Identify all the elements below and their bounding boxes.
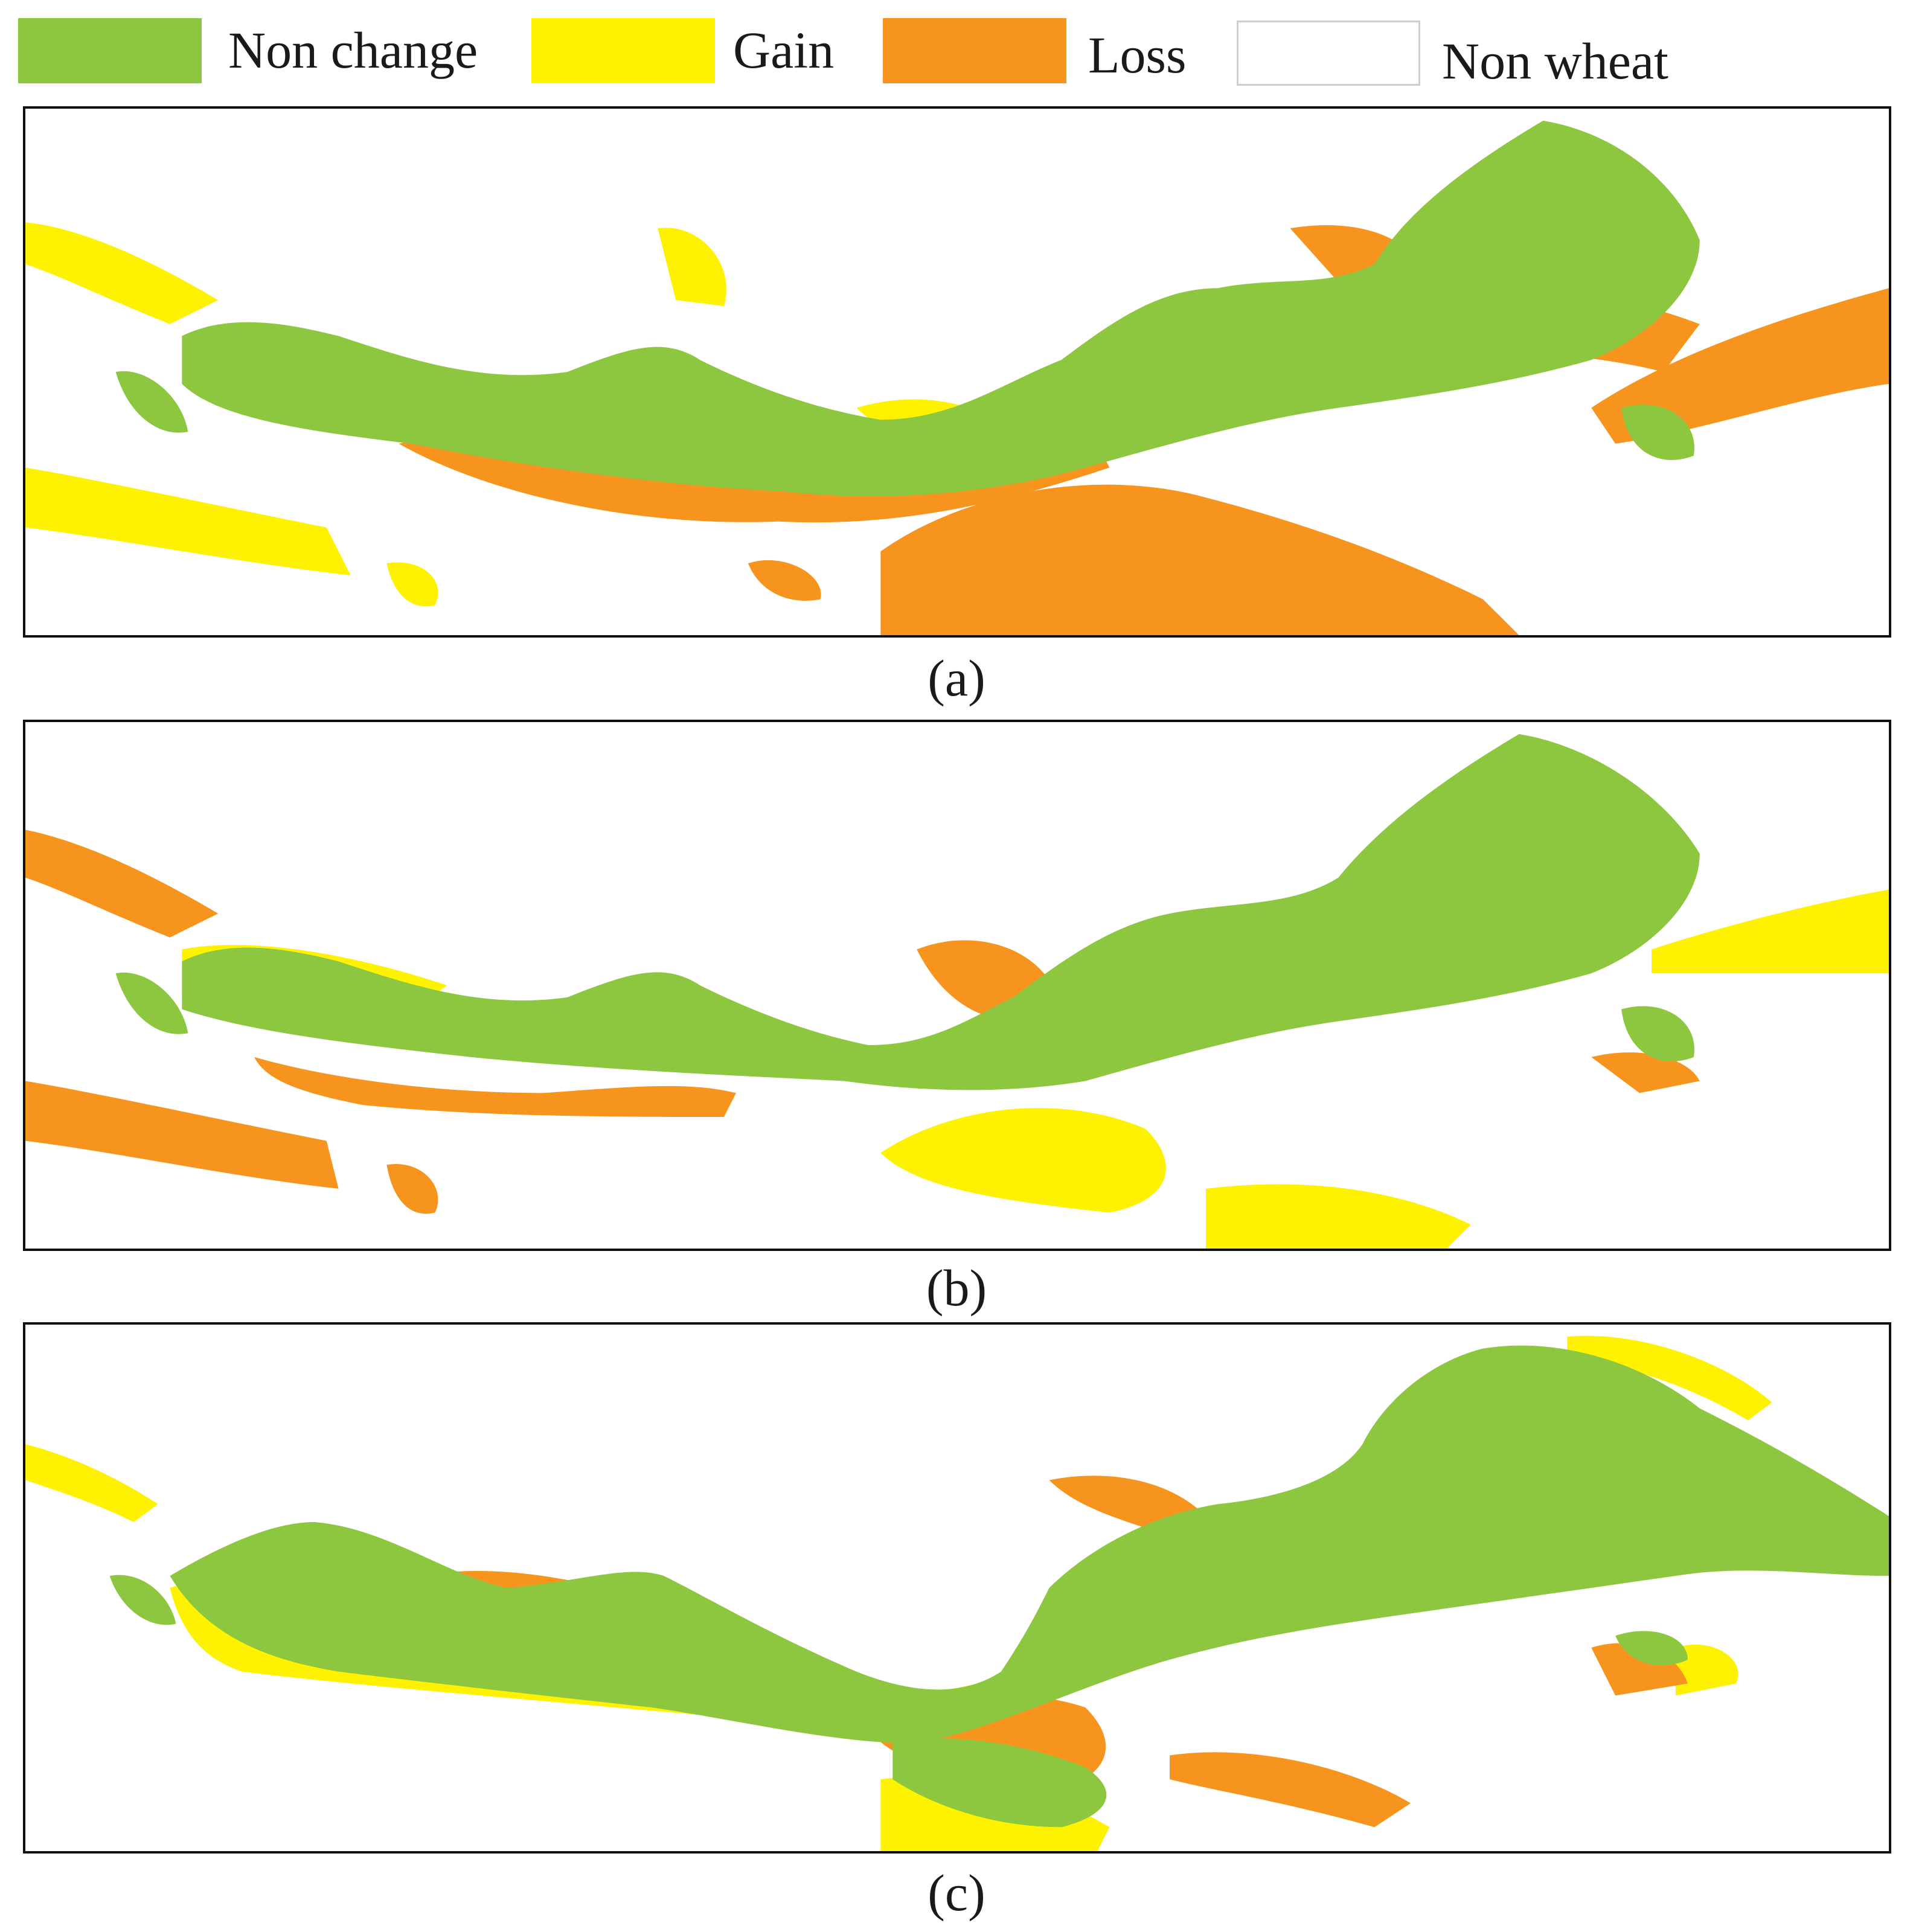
legend-swatch-non-wheat <box>1237 21 1420 86</box>
map-legend: Non change Gain Loss Non wheat <box>0 0 1913 97</box>
non-change-areas <box>115 734 1700 1090</box>
legend-swatch-non-change <box>18 18 202 83</box>
legend-swatch-loss <box>883 18 1066 83</box>
legend-label-loss: Loss <box>1088 26 1187 84</box>
panel-caption-a: (a) <box>928 649 985 707</box>
panel-caption-c: (c) <box>928 1864 985 1922</box>
change-map-panel-a <box>23 106 1891 638</box>
legend-label-non-change: Non change <box>228 21 478 79</box>
change-map-panel-c <box>23 1322 1891 1854</box>
change-map-c <box>25 1335 1889 1851</box>
loss-areas <box>25 830 1700 1214</box>
non-change-areas <box>115 120 1700 496</box>
legend-label-non-wheat: Non wheat <box>1442 32 1668 90</box>
non-change-areas <box>109 1345 1889 1828</box>
legend-label-gain: Gain <box>733 21 835 79</box>
panel-caption-b: (b) <box>926 1259 987 1317</box>
legend-swatch-gain <box>531 18 715 83</box>
change-map-b <box>25 734 1889 1249</box>
change-map-panel-b <box>23 720 1891 1251</box>
change-map-a <box>25 120 1889 635</box>
